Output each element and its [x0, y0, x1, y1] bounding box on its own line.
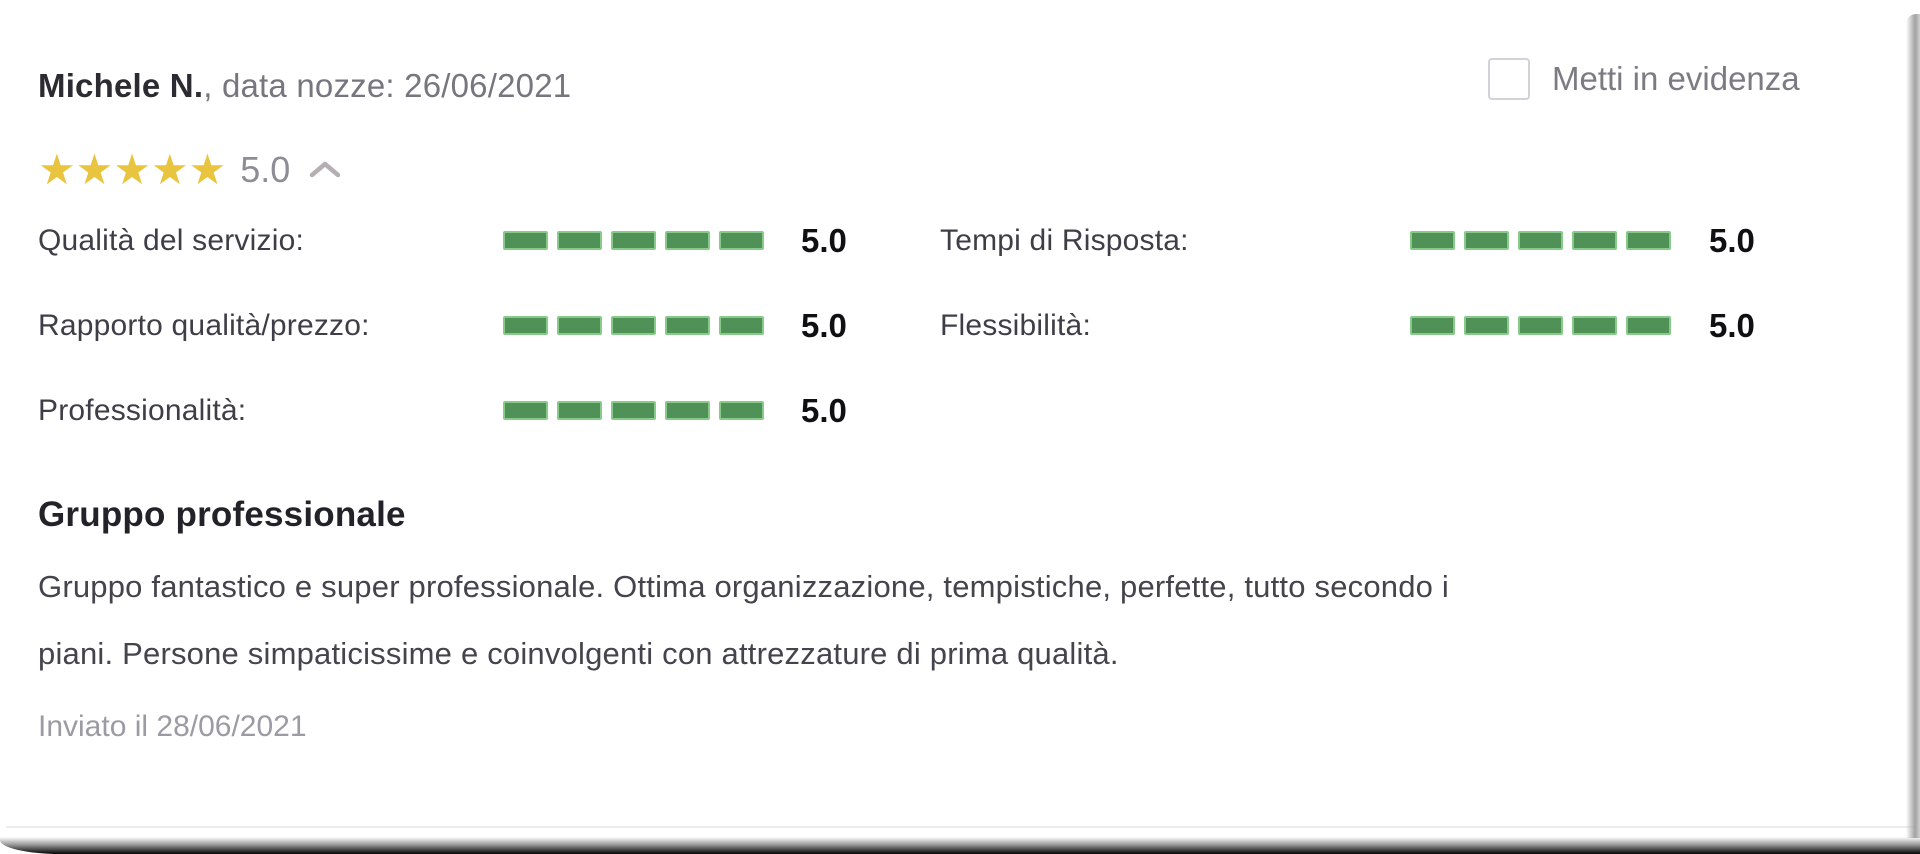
highlight-toggle[interactable]: Metti in evidenza — [1488, 58, 1800, 100]
rating-value: 5.0 — [1709, 306, 1755, 344]
review-header: Michele N., data nozze: 26/06/2021 — [38, 0, 1920, 106]
rating-label: Flessibilità: — [940, 308, 1091, 342]
rating-bar — [503, 231, 764, 250]
screenshot-bottom-shadow — [0, 837, 1920, 854]
rating-label: Rapporto qualità/prezzo: — [38, 308, 370, 342]
overall-rating-row: ★★★★★ 5.0 — [38, 146, 1920, 193]
overall-rating-value: 5.0 — [240, 149, 291, 190]
screenshot-right-shadow — [1906, 14, 1920, 838]
review-text-line: Gruppo fantastico e super professionale.… — [38, 569, 1449, 604]
rating-value: 5.0 — [801, 221, 847, 259]
rating-bar — [1410, 231, 1672, 250]
reviewer-name: Michele N. — [38, 67, 204, 104]
star-rating-icons: ★★★★★ — [38, 146, 227, 193]
rating-label: Qualità del servizio: — [38, 223, 304, 257]
review-text: Gruppo fantastico e super professionale.… — [38, 553, 1920, 687]
rating-value: 5.0 — [801, 306, 847, 344]
chevron-up-icon[interactable] — [308, 160, 342, 180]
rating-value: 5.0 — [801, 391, 847, 429]
submitted-date: Inviato il 28/06/2021 — [38, 710, 307, 743]
rating-label: Tempi di Risposta: — [940, 223, 1189, 257]
review-text-line: piani. Persone simpaticissime e coinvolg… — [38, 636, 1119, 671]
highlight-label: Metti in evidenza — [1552, 60, 1800, 97]
rating-label: Professionalità: — [38, 393, 247, 427]
card-bottom-divider — [6, 826, 1916, 828]
rating-bar — [503, 316, 764, 335]
rating-bar — [1410, 316, 1672, 335]
rating-breakdown: Qualità del servizio: 5.0 Tempi di Rispo… — [38, 198, 1920, 453]
rating-value: 5.0 — [1709, 221, 1755, 259]
review-title: Gruppo professionale — [38, 495, 406, 534]
rating-bar — [503, 401, 764, 420]
wedding-date-meta: , data nozze: 26/06/2021 — [203, 67, 572, 104]
highlight-checkbox[interactable] — [1488, 58, 1530, 100]
